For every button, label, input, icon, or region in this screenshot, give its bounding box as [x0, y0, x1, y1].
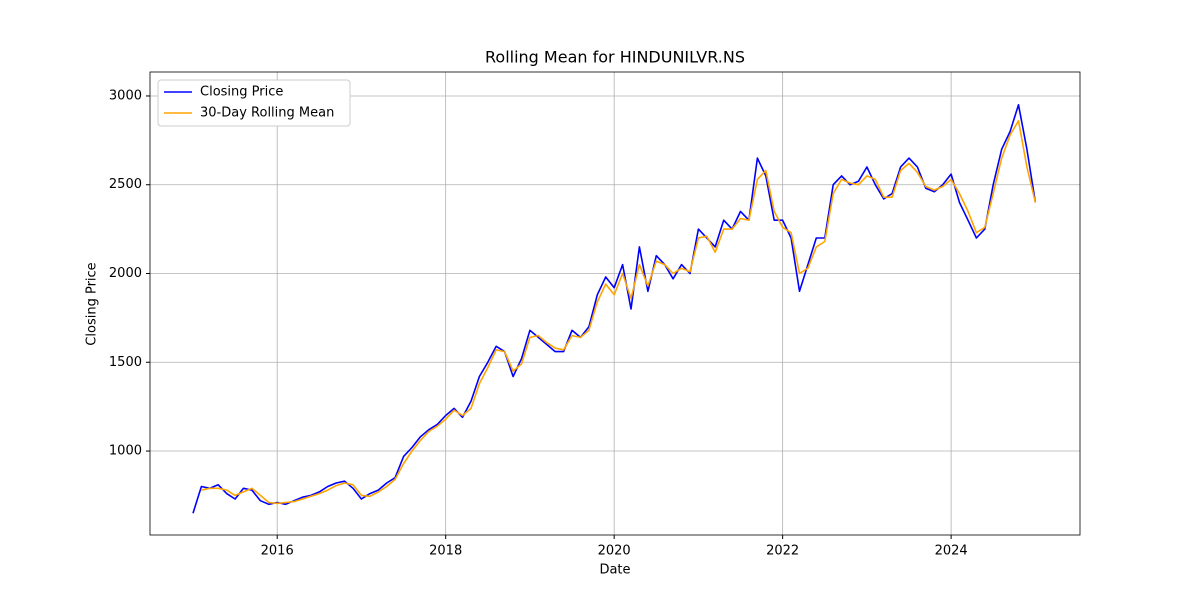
legend-box	[157, 79, 351, 127]
y-tick-label: 3000	[109, 88, 142, 103]
x-tick-label: 2018	[429, 544, 462, 559]
legend-label: Closing Price	[200, 85, 283, 100]
y-tick-label: 1000	[109, 444, 142, 459]
series-line	[201, 120, 1037, 505]
y-axis-label: Closing Price	[85, 262, 100, 345]
plot-frame	[149, 71, 1081, 536]
x-tick-label: 2024	[935, 544, 968, 559]
x-tick-label: 2022	[766, 544, 799, 559]
y-tick-label: 1500	[109, 355, 142, 370]
y-tick-label: 2500	[109, 177, 142, 192]
y-tick-label: 2000	[109, 266, 142, 281]
series-line	[192, 104, 1037, 514]
legend-label: 30-Day Rolling Mean	[200, 106, 334, 121]
x-tick-label: 2016	[261, 544, 294, 559]
x-axis-label: Date	[599, 563, 630, 578]
legend: Closing Price 30-Day Rolling Mean	[157, 79, 351, 127]
x-tick-label: 2020	[598, 544, 631, 559]
chart-title: Rolling Mean for HINDUNILVR.NS	[485, 48, 745, 67]
